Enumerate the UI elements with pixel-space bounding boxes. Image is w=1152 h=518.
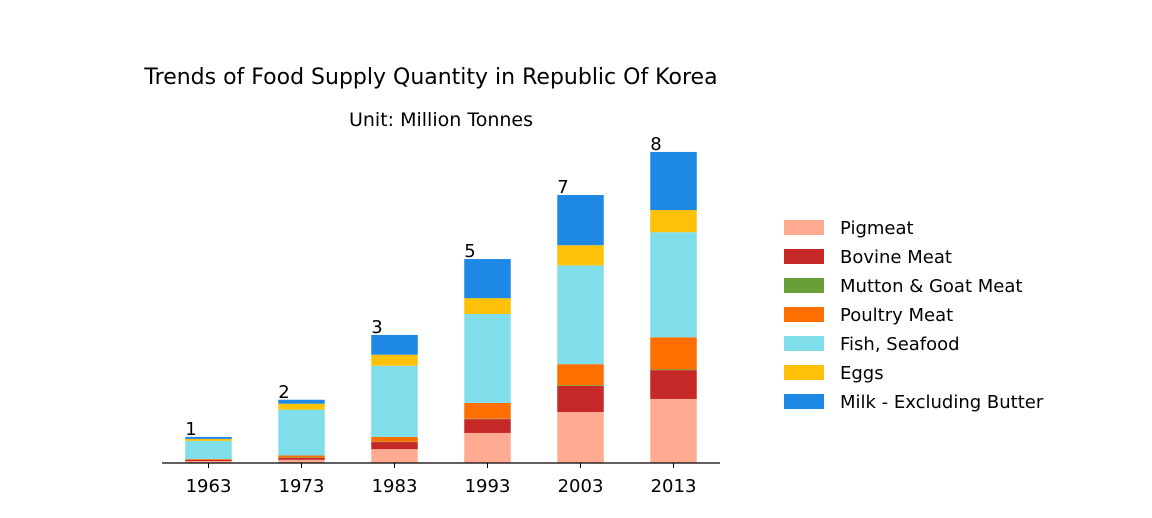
bar-segment: [371, 436, 418, 442]
chart-title: Trends of Food Supply Quantity in Republ…: [143, 65, 717, 90]
legend-swatch: [784, 394, 824, 409]
bar-segment: [464, 259, 511, 299]
x-tick-label: 2013: [651, 476, 697, 497]
legend-label: Bovine Meat: [840, 247, 952, 268]
legend-swatch: [784, 249, 824, 264]
x-tick-label: 1983: [372, 476, 418, 497]
bar-segment: [371, 365, 418, 437]
bar-segment: [278, 455, 325, 458]
bar-segment: [278, 399, 325, 404]
bar-segment: [557, 265, 604, 365]
total-label: 3: [371, 317, 382, 338]
bar-segment: [650, 370, 697, 399]
total-label: 8: [650, 134, 661, 155]
bar-segment: [650, 151, 697, 211]
x-tick-label: 1963: [186, 476, 232, 497]
bar-segment: [650, 337, 697, 370]
bar-segment: [278, 457, 325, 460]
legend-swatch: [784, 365, 824, 380]
legend-label: Mutton & Goat Meat: [840, 276, 1022, 297]
bar-segment: [185, 440, 232, 460]
total-label: 5: [464, 241, 475, 262]
bar-segment: [464, 313, 511, 403]
bar-segment: [557, 385, 604, 413]
bar-segment: [557, 245, 604, 266]
bar-segment: [371, 449, 418, 463]
legend-swatch: [784, 220, 824, 235]
bar-segment: [650, 398, 697, 463]
legend-swatch: [784, 336, 824, 351]
legend-label: Milk - Excluding Butter: [840, 392, 1044, 413]
bar-segment: [278, 409, 325, 456]
bar-segment: [557, 364, 604, 386]
bar-segment: [464, 298, 511, 314]
bar-segment: [278, 459, 325, 463]
legend-label: Fish, Seafood: [840, 334, 960, 355]
bar-segment: [185, 459, 232, 462]
legend-label: Eggs: [840, 363, 884, 384]
total-label: 2: [278, 382, 289, 403]
chart-subtitle: Unit: Million Tonnes: [349, 109, 533, 131]
total-label: 1: [185, 419, 196, 440]
bar-segment: [464, 419, 511, 433]
bar-segment: [650, 369, 697, 371]
bar-segment: [371, 354, 418, 366]
legend-label: Pigmeat: [840, 218, 914, 239]
bar-segment: [278, 403, 325, 410]
x-tick-label: 2003: [558, 476, 604, 497]
bar-segment: [371, 442, 418, 450]
legend-swatch: [784, 307, 824, 322]
bar-segment: [185, 438, 232, 441]
bar-segment: [185, 459, 232, 460]
bar-segment: [557, 412, 604, 463]
bar-segment: [557, 195, 604, 246]
total-label: 7: [557, 177, 568, 198]
bar-segment: [371, 334, 418, 355]
bar-segment: [185, 461, 232, 463]
bar-segment: [650, 232, 697, 338]
bar-segment: [464, 432, 511, 463]
legend-swatch: [784, 278, 824, 293]
bar-segment: [185, 436, 232, 439]
bar-segment: [650, 210, 697, 233]
bar-segment: [557, 385, 604, 386]
legend-label: Poultry Meat: [840, 305, 953, 326]
bar-segment: [464, 402, 511, 419]
x-tick-label: 1973: [279, 476, 325, 497]
x-tick-label: 1993: [465, 476, 511, 497]
